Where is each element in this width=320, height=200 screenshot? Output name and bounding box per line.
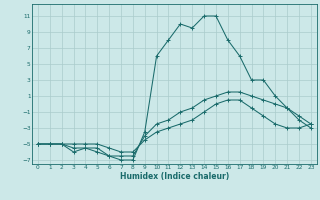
X-axis label: Humidex (Indice chaleur): Humidex (Indice chaleur) bbox=[120, 172, 229, 181]
